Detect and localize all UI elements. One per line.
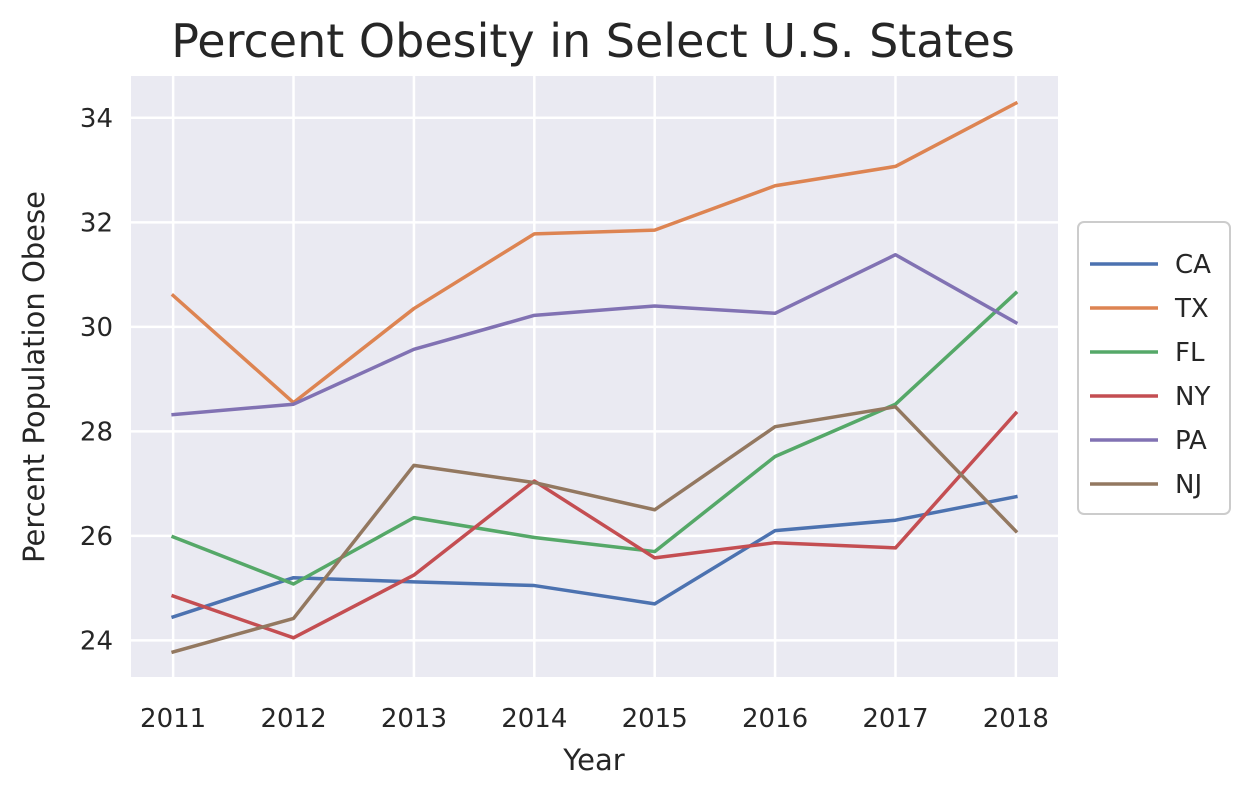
x-tick-label: 2014 (501, 704, 567, 734)
series-line-tx (170, 100, 1019, 405)
legend: CA TX FL NY PA NJ (1077, 221, 1231, 515)
legend-label-tx: TX (1174, 294, 1209, 324)
x-tick-label: 2017 (862, 704, 928, 734)
plot-area (131, 76, 1058, 677)
series-line-ny (170, 410, 1019, 640)
x-tick-label: 2012 (260, 704, 326, 734)
x-tick-label: 2018 (983, 704, 1049, 734)
y-tick-label: 34 (80, 104, 113, 134)
x-axis-ticks: 2011 2012 2013 2014 2015 2016 2017 2018 (140, 704, 1049, 734)
series-line-ca (170, 494, 1018, 620)
series-line-pa (171, 252, 1019, 417)
legend-label-ca: CA (1175, 250, 1211, 280)
series-line-fl (170, 290, 1019, 586)
chart-title: Percent Obesity in Select U.S. States (171, 14, 1015, 68)
y-tick-label: 32 (80, 208, 113, 238)
legend-label-nj: NJ (1175, 470, 1202, 500)
x-axis-label: Year (562, 743, 624, 777)
grid-lines (131, 76, 1058, 677)
series-lines (170, 100, 1019, 655)
x-tick-label: 2016 (742, 704, 808, 734)
series-line-nj (170, 405, 1019, 655)
y-tick-label: 30 (80, 313, 113, 343)
y-tick-label: 26 (80, 522, 113, 552)
y-tick-label: 24 (80, 626, 113, 656)
x-tick-label: 2011 (140, 704, 206, 734)
x-tick-label: 2015 (622, 704, 688, 734)
y-axis-label: Percent Population Obese (17, 191, 51, 563)
x-tick-label: 2013 (381, 704, 447, 734)
legend-label-ny: NY (1175, 382, 1210, 412)
y-axis-ticks: 24 26 28 30 32 34 (80, 104, 113, 657)
y-tick-label: 28 (80, 417, 113, 447)
legend-label-fl: FL (1175, 338, 1205, 368)
legend-label-pa: PA (1175, 426, 1207, 456)
